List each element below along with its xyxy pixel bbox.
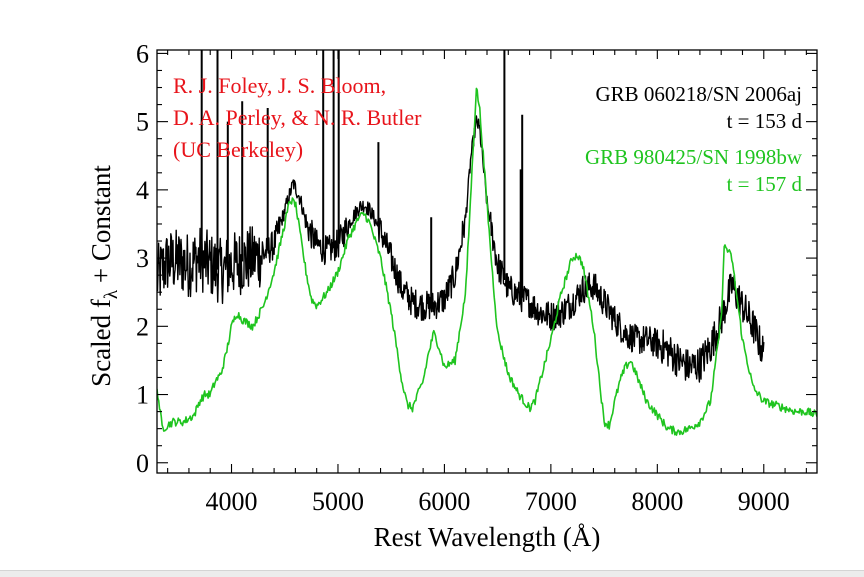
x-tick-label: 5000 — [312, 487, 364, 516]
y-tick-label: 5 — [136, 108, 149, 137]
tick-layer — [157, 50, 817, 473]
x-tick-label: 8000 — [631, 487, 683, 516]
legend-label-1: GRB 060218/SN 2006aj — [595, 82, 802, 106]
x-tick-label: 7000 — [525, 487, 577, 516]
legend-label-2: GRB 980425/SN 1998bw — [585, 145, 803, 169]
legend-time-2: t = 157 d — [727, 172, 803, 196]
label-layer: 4000 5000 6000 7000 8000 9000 0 1 2 3 4 5 6 Rest Wave… — [86, 39, 803, 552]
x-tick-label: 9000 — [738, 487, 790, 516]
y-tick-label: 6 — [136, 39, 149, 68]
y-tick-label: 1 — [136, 381, 149, 410]
legend-time-1: t = 153 d — [727, 109, 803, 133]
series-layer — [157, 50, 817, 436]
y-axis-label: Scaled fλ + Constant — [86, 165, 122, 387]
credit-line-1: R. J. Foley, J. S. Bloom, — [173, 73, 386, 98]
x-axis-label: Rest Wavelength (Å) — [374, 522, 601, 552]
x-tick-label: 6000 — [418, 487, 470, 516]
y-tick-label: 2 — [136, 312, 149, 341]
credit-line-2: D. A. Perley, & N. R. Butler — [173, 105, 422, 130]
y-tick-label: 3 — [136, 244, 149, 273]
y-tick-label: 4 — [136, 176, 149, 205]
y-tick-label: 0 — [136, 449, 149, 478]
series-line-1 — [157, 115, 765, 383]
credit-line-3: (UC Berkeley) — [173, 137, 303, 162]
series-line-2 — [157, 87, 817, 436]
window-bottom-strip — [0, 570, 864, 577]
x-tick-label: 4000 — [206, 487, 258, 516]
